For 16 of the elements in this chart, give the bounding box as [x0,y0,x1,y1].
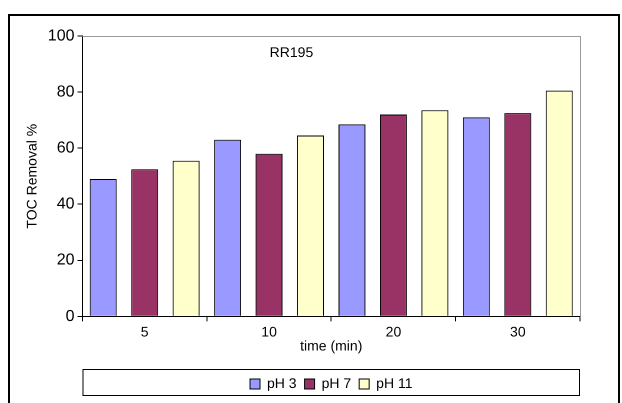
y-tick-label: 0 [66,308,75,325]
x-tick-label: 20 [386,324,402,340]
x-axis-title: time (min) [300,337,362,354]
y-tick-label: 60 [56,140,75,157]
y-tick-label: 80 [56,83,75,100]
text: RR195 [270,44,314,60]
legend-label: pH 3 [267,374,297,391]
legend-label: pH 11 [376,374,413,391]
x-tick-label: 5 [140,324,149,340]
y-axis-title: TOC Removal % [23,124,40,229]
legend-label: pH 7 [322,374,352,391]
y-tick-label: 100 [48,27,75,44]
x-tick-label: 30 [510,324,526,340]
x-tick-label: 10 [261,324,278,340]
y-tick-label: 20 [56,252,75,269]
y-tick-label: 40 [56,196,75,213]
